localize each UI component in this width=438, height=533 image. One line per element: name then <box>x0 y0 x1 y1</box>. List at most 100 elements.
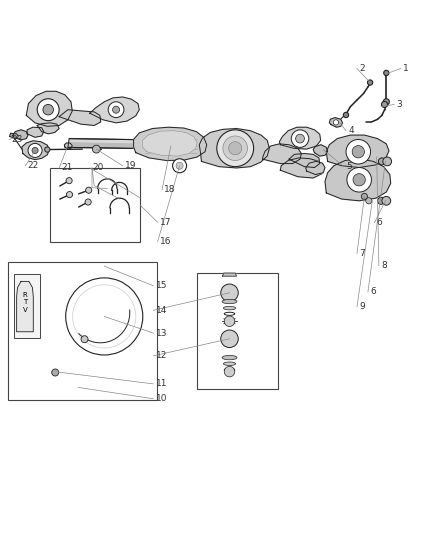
Polygon shape <box>59 110 101 125</box>
Circle shape <box>37 99 59 120</box>
Circle shape <box>52 369 59 376</box>
Circle shape <box>81 336 88 343</box>
Circle shape <box>67 191 73 198</box>
Text: 8: 8 <box>381 261 387 270</box>
Circle shape <box>383 99 389 105</box>
Ellipse shape <box>222 356 237 360</box>
Polygon shape <box>279 127 321 149</box>
Circle shape <box>221 284 238 302</box>
Circle shape <box>224 316 235 327</box>
Text: 14: 14 <box>155 306 167 315</box>
Polygon shape <box>70 143 263 149</box>
Circle shape <box>353 174 365 186</box>
Circle shape <box>221 330 238 348</box>
Text: T: T <box>23 300 27 305</box>
Circle shape <box>347 167 371 192</box>
Bar <box>50 168 140 242</box>
Polygon shape <box>22 141 49 159</box>
Circle shape <box>229 142 242 155</box>
Polygon shape <box>37 123 59 134</box>
Circle shape <box>378 197 385 204</box>
Text: V: V <box>23 308 27 313</box>
Polygon shape <box>90 97 139 123</box>
Circle shape <box>291 130 309 147</box>
Circle shape <box>28 143 42 157</box>
Circle shape <box>66 177 72 184</box>
Circle shape <box>384 70 389 76</box>
Polygon shape <box>68 139 266 150</box>
Polygon shape <box>263 144 301 164</box>
Text: 2: 2 <box>359 64 365 73</box>
Text: 1: 1 <box>403 64 409 73</box>
Circle shape <box>381 101 388 108</box>
Text: 5: 5 <box>346 162 352 171</box>
Text: 17: 17 <box>160 218 171 227</box>
Circle shape <box>113 106 120 113</box>
Text: 19: 19 <box>125 161 136 170</box>
Circle shape <box>32 147 38 154</box>
Text: 12: 12 <box>155 351 167 360</box>
Text: 15: 15 <box>155 281 167 290</box>
Text: 6: 6 <box>377 218 382 227</box>
Polygon shape <box>313 145 328 156</box>
Circle shape <box>108 102 124 118</box>
Text: 18: 18 <box>164 185 176 195</box>
Text: 21: 21 <box>61 164 73 173</box>
Bar <box>14 273 40 338</box>
Circle shape <box>92 145 100 153</box>
Circle shape <box>366 198 372 204</box>
Circle shape <box>173 159 187 173</box>
Bar <box>197 273 278 389</box>
Polygon shape <box>199 128 269 168</box>
Circle shape <box>361 193 367 199</box>
Text: 6: 6 <box>370 287 376 296</box>
Text: 10: 10 <box>155 394 167 403</box>
Circle shape <box>223 136 247 160</box>
Text: 3: 3 <box>396 100 402 109</box>
Polygon shape <box>223 273 237 276</box>
Circle shape <box>378 158 385 165</box>
Polygon shape <box>134 127 207 160</box>
Circle shape <box>296 134 304 143</box>
Ellipse shape <box>222 300 237 304</box>
Circle shape <box>43 104 53 115</box>
Polygon shape <box>306 161 325 174</box>
Polygon shape <box>17 281 33 332</box>
Ellipse shape <box>223 306 236 310</box>
Circle shape <box>343 112 349 118</box>
Bar <box>8 262 157 400</box>
Text: 7: 7 <box>359 249 365 258</box>
Circle shape <box>86 187 92 193</box>
Circle shape <box>382 197 391 205</box>
Circle shape <box>333 120 339 125</box>
Polygon shape <box>13 130 28 140</box>
Circle shape <box>176 162 183 169</box>
Circle shape <box>346 140 371 164</box>
Circle shape <box>45 147 50 152</box>
Polygon shape <box>280 158 323 178</box>
Circle shape <box>383 157 392 166</box>
Polygon shape <box>289 154 320 167</box>
Text: R: R <box>23 292 27 297</box>
Circle shape <box>85 199 91 205</box>
Polygon shape <box>26 91 72 126</box>
Ellipse shape <box>223 362 236 366</box>
Text: 16: 16 <box>160 237 171 246</box>
Polygon shape <box>64 143 72 149</box>
Polygon shape <box>10 133 18 139</box>
Text: 13: 13 <box>155 328 167 337</box>
Text: 9: 9 <box>359 302 365 311</box>
Text: 11: 11 <box>155 379 167 389</box>
Text: 23: 23 <box>11 135 23 144</box>
Circle shape <box>217 130 254 167</box>
Polygon shape <box>325 159 391 201</box>
Circle shape <box>367 80 373 85</box>
Text: 22: 22 <box>28 161 39 170</box>
Polygon shape <box>27 127 44 138</box>
Text: 4: 4 <box>348 126 354 135</box>
Polygon shape <box>142 131 197 156</box>
Circle shape <box>224 366 235 377</box>
Circle shape <box>73 285 136 348</box>
Polygon shape <box>326 135 389 167</box>
Polygon shape <box>329 118 343 127</box>
